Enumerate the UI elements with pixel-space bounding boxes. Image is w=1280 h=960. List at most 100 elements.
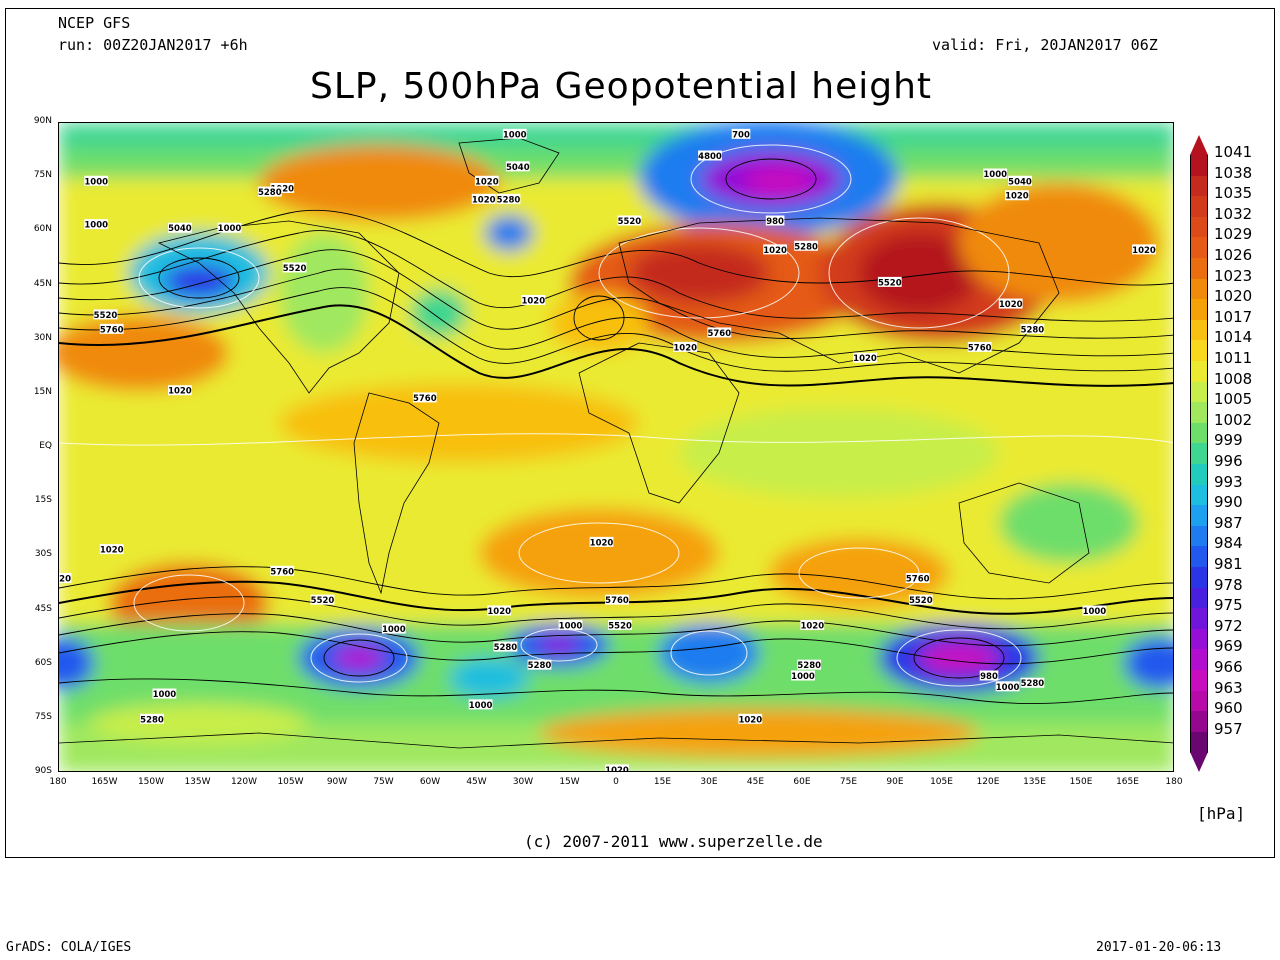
contour-value-label: 1000	[1082, 605, 1106, 617]
contour-value-label: 700	[731, 128, 751, 140]
contour-value-label: 1020	[474, 175, 499, 187]
svg-text:5280: 5280	[494, 643, 518, 653]
contour-value-label: 5280	[496, 193, 520, 205]
svg-text:1000: 1000	[996, 683, 1020, 693]
contour-value-label: 5520	[877, 276, 902, 288]
colorbar-swatch	[1190, 525, 1208, 547]
contour-value-label: 5040	[505, 161, 530, 173]
svg-text:5280: 5280	[528, 661, 552, 671]
colorbar-swatch	[1190, 361, 1208, 383]
svg-text:5280: 5280	[794, 242, 818, 252]
contour-value-label: 1000	[84, 219, 108, 231]
lon-tick-label: 60W	[419, 777, 441, 787]
colorbar-swatch	[1190, 216, 1208, 238]
lon-tick-label: 90E	[886, 777, 904, 787]
lon-tick-label: 30W	[512, 777, 534, 787]
lon-tick-label: 180	[1165, 777, 1183, 787]
svg-text:1000: 1000	[559, 621, 583, 631]
contour-value-label: 5760	[270, 565, 294, 577]
colorbar-level-label: 999	[1214, 431, 1243, 450]
svg-text:5760: 5760	[968, 343, 992, 353]
contour-value-label: 5760	[99, 323, 124, 335]
contour-value-label: 1020	[763, 244, 787, 256]
contour-value-label: 5520	[908, 594, 933, 606]
lon-tick-label: 105W	[277, 777, 304, 787]
contour-value-label: 1000	[983, 168, 1007, 180]
contour-value-label: 520	[59, 573, 72, 585]
svg-text:5760: 5760	[413, 394, 437, 404]
colorbar-level-label: 1035	[1214, 184, 1253, 203]
colorbar-level-label: 987	[1214, 513, 1243, 532]
svg-text:5520: 5520	[878, 278, 902, 288]
svg-text:1020: 1020	[487, 607, 511, 617]
colorbar-level-label: 960	[1214, 699, 1243, 718]
svg-text:5520: 5520	[608, 621, 632, 631]
svg-text:700: 700	[732, 130, 750, 140]
contour-value-label: 1020	[521, 294, 545, 306]
contour-value-label: 1020	[853, 352, 877, 364]
lon-tick-label: 105E	[930, 777, 953, 787]
slp-field	[59, 123, 1173, 771]
colorbar-min-arrow	[1190, 752, 1208, 773]
contour-value-label: 5760	[605, 594, 629, 606]
colorbar-level-label: 957	[1214, 719, 1243, 738]
colorbar-swatch	[1190, 237, 1208, 259]
lat-tick-label: 45S	[34, 603, 52, 614]
svg-text:1000: 1000	[791, 672, 815, 682]
svg-text:5520: 5520	[94, 311, 118, 321]
contour-value-label: 1020	[270, 183, 294, 195]
svg-text:1000: 1000	[382, 625, 406, 635]
lon-tick-label: 120W	[230, 777, 258, 787]
colorbar-swatch	[1190, 546, 1208, 568]
svg-text:5040: 5040	[1008, 177, 1032, 187]
contour-value-label: 1000	[381, 623, 406, 635]
lon-tick-label: 45W	[466, 777, 487, 787]
contour-value-label: 5760	[707, 327, 731, 339]
svg-text:5520: 5520	[311, 596, 335, 606]
colorbar-swatch	[1190, 505, 1208, 527]
svg-text:1020: 1020	[800, 621, 824, 631]
colorbar-swatch	[1190, 278, 1208, 300]
colorbar-swatch	[1190, 340, 1208, 362]
colorbar-level-label: 1029	[1214, 225, 1253, 244]
colorbar-swatch	[1190, 175, 1208, 197]
lon-tick-label: 120E	[976, 777, 1000, 787]
svg-text:5760: 5760	[605, 596, 629, 606]
lon-tick-label: 60E	[793, 777, 811, 787]
svg-text:1020: 1020	[100, 546, 124, 556]
lon-tick-label: 150E	[1069, 777, 1093, 787]
unit-label: [hPa]	[1197, 804, 1246, 823]
colorbar-swatch	[1190, 628, 1208, 650]
lat-tick-label: EQ	[39, 441, 52, 451]
contour-value-label: 1020	[800, 619, 824, 631]
svg-text:5520: 5520	[909, 596, 933, 606]
contour-value-label: 5520	[93, 309, 118, 321]
colorbar-level-label: 1041	[1214, 143, 1253, 161]
colorbar-level-label: 963	[1214, 678, 1243, 697]
svg-text:5760: 5760	[707, 329, 731, 339]
lat-tick-label: 45N	[33, 278, 52, 289]
lat-tick-label: 30S	[34, 549, 52, 560]
contour-value-label: 1000	[995, 681, 1020, 693]
svg-text:1020: 1020	[999, 300, 1023, 310]
colorbar-swatch	[1190, 587, 1208, 609]
contour-value-label: 1000	[791, 670, 815, 682]
lon-tick-label: 135W	[184, 777, 211, 787]
contour-value-label: 1000	[84, 175, 108, 187]
svg-text:1020: 1020	[605, 766, 629, 772]
lon-tick-label: 75W	[373, 777, 394, 787]
svg-text:1020: 1020	[168, 387, 192, 397]
colorbar-swatch	[1190, 422, 1208, 444]
svg-text:5280: 5280	[140, 715, 164, 725]
lat-tick-label: 15N	[33, 386, 52, 397]
contour-value-label: 1000	[152, 688, 176, 700]
svg-text:4800: 4800	[698, 152, 722, 162]
contour-value-label: 5280	[1020, 677, 1044, 689]
lat-tick-label: 15S	[34, 495, 52, 506]
contour-value-label: 1020	[673, 341, 697, 353]
contour-value-label: 5280	[493, 641, 518, 653]
contour-value-label: 5040	[168, 222, 192, 234]
colorbar-level-label: 993	[1214, 472, 1243, 491]
contour-value-label: 4800	[698, 150, 722, 162]
